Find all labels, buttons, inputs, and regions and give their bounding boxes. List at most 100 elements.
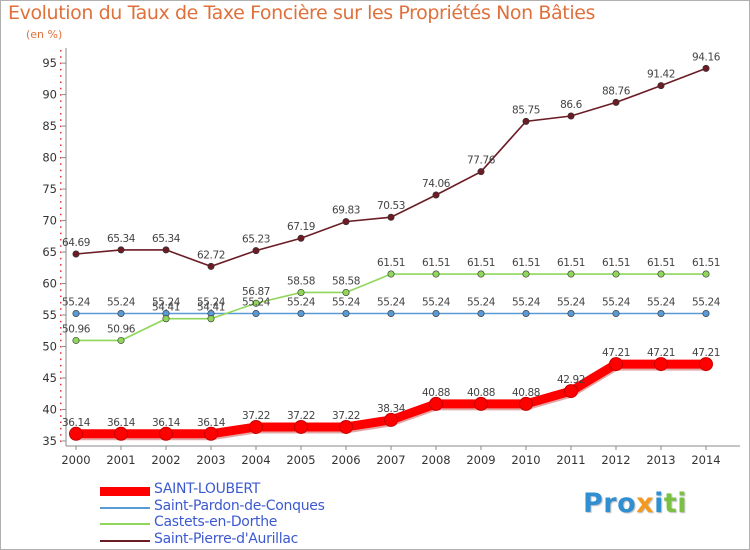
data-point-1 [567, 310, 575, 318]
data-label: 61.51 [692, 257, 720, 269]
y-axis-minor-dot [60, 207, 62, 209]
data-label: 47.21 [602, 347, 630, 359]
data-point-saint-loubert [699, 357, 713, 372]
x-tick-label: 2010 [511, 453, 540, 467]
data-point-1 [387, 310, 395, 318]
y-axis-minor-dot [60, 314, 62, 317]
data-label: 47.21 [692, 347, 720, 359]
y-tick-label: 45 [42, 371, 57, 385]
data-label: 37.22 [242, 410, 270, 422]
data-point-saint-loubert [159, 426, 173, 441]
data-label: 54.41 [152, 302, 180, 314]
data-label: 61.51 [467, 257, 495, 269]
y-tick-label: 70 [42, 214, 57, 228]
x-tick-label: 2008 [421, 453, 450, 467]
y-axis-minor-dot [60, 301, 62, 304]
y-tick-label: 75 [42, 182, 57, 196]
y-axis-minor-dot [60, 383, 62, 386]
legend-label: SAINT-LOUBERT [154, 481, 261, 497]
data-point-2 [387, 270, 395, 278]
y-axis-minor-dot [60, 220, 62, 222]
data-point-3 [162, 246, 170, 254]
data-point-saint-loubert [519, 396, 533, 411]
y-axis-minor-dot [60, 308, 62, 310]
y-axis-minor-dot [60, 415, 62, 417]
y-axis-minor-dot [60, 289, 62, 291]
y-axis-minor-dot [60, 377, 62, 379]
y-tick-label: 40 [42, 402, 57, 416]
y-axis-minor-dot [60, 144, 62, 146]
data-label: 40.88 [422, 387, 450, 399]
y-axis-minor-dot [60, 194, 62, 197]
data-point-2 [252, 299, 260, 307]
y-axis-minor-dot [60, 125, 62, 128]
data-point-saint-loubert [474, 396, 488, 411]
y-axis-minor-dot [60, 56, 62, 58]
data-label: 55.24 [647, 297, 676, 309]
data-label: 37.22 [332, 410, 360, 422]
y-axis-minor-dot [60, 226, 62, 228]
x-tick-label: 2003 [196, 453, 225, 467]
data-point-2 [657, 270, 665, 278]
y-axis-minor-dot [60, 434, 62, 436]
data-point-saint-loubert [204, 426, 218, 441]
data-label: 85.75 [512, 104, 540, 116]
y-axis-minor-dot [60, 238, 62, 241]
data-label: 55.24 [242, 297, 271, 309]
data-label: 55.24 [467, 297, 496, 309]
legend-swatch [100, 506, 150, 509]
y-axis-minor-dot [60, 283, 62, 285]
y-axis-unit: (en %) [26, 28, 63, 41]
y-axis-minor-dot [60, 94, 62, 96]
y-tick-label: 95 [42, 56, 57, 70]
data-label: 50.96 [107, 323, 136, 335]
legend-swatch [100, 539, 150, 542]
legend-swatch [100, 486, 150, 496]
chart-title: Evolution du Taux de Taxe Foncière sur l… [8, 2, 596, 24]
x-tick-label: 2013 [646, 453, 675, 467]
data-point-3 [477, 168, 485, 176]
data-point-1 [117, 310, 125, 318]
data-label: 50.96 [62, 323, 91, 335]
data-label: 36.14 [62, 417, 91, 429]
y-axis-minor-dot [60, 62, 62, 65]
y-axis-minor-dot [60, 270, 62, 272]
data-label: 36.14 [152, 417, 181, 429]
data-label: 86.6 [560, 99, 582, 111]
data-point-3 [252, 247, 260, 255]
data-point-2 [342, 288, 350, 296]
y-axis-minor-dot [60, 112, 62, 115]
y-axis-minor-dot [60, 251, 62, 254]
y-axis-minor-dot [60, 440, 62, 442]
y-axis-minor-dot [60, 339, 62, 342]
y-tick-label: 90 [42, 88, 57, 102]
y-tick-label: 55 [42, 308, 57, 322]
data-label: 40.88 [467, 387, 495, 399]
data-point-3 [432, 191, 440, 199]
data-label: 88.76 [602, 85, 631, 97]
data-label: 55.24 [692, 297, 721, 309]
y-axis-minor-dot [60, 358, 62, 361]
data-point-saint-loubert [384, 412, 398, 427]
data-point-2 [477, 270, 485, 278]
data-label: 61.51 [377, 257, 405, 269]
data-label: 74.06 [422, 178, 451, 190]
data-label: 61.51 [602, 257, 630, 269]
data-point-saint-loubert [294, 419, 308, 434]
data-label: 70.53 [377, 200, 405, 212]
y-axis-minor-dot [60, 295, 62, 298]
data-point-1 [72, 310, 80, 318]
x-tick-label: 2002 [151, 453, 180, 467]
x-tick-label: 2007 [376, 453, 405, 467]
data-point-2 [72, 336, 80, 344]
data-point-saint-loubert [249, 419, 263, 434]
data-point-3 [117, 246, 125, 254]
data-label: 55.24 [62, 297, 91, 309]
data-point-3 [567, 112, 575, 120]
y-axis-minor-dot [60, 150, 62, 153]
data-point-saint-loubert [114, 426, 128, 441]
data-point-saint-loubert [564, 384, 578, 399]
y-axis-minor-dot [60, 346, 62, 348]
y-axis-minor-dot [60, 427, 62, 430]
